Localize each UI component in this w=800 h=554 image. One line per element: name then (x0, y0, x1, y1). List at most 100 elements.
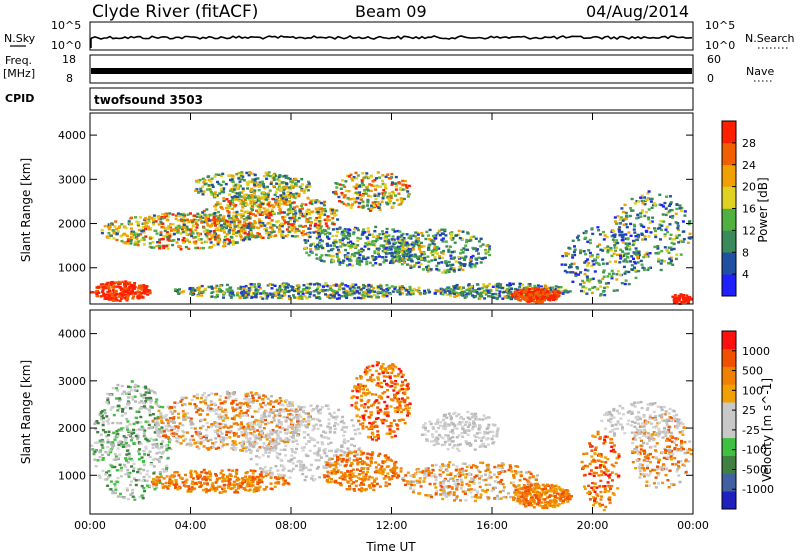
cell (333, 211, 336, 214)
cell (398, 239, 402, 242)
cell (260, 195, 264, 198)
cell (398, 230, 402, 233)
cell (305, 220, 309, 223)
cell (275, 291, 279, 294)
cell (117, 226, 121, 229)
cell (332, 296, 336, 299)
cell (245, 446, 249, 449)
cell (287, 295, 291, 298)
cell (543, 299, 546, 302)
cell (297, 194, 301, 198)
cell (220, 227, 224, 230)
cell (285, 194, 289, 197)
cell (577, 273, 581, 276)
cell (264, 294, 268, 297)
cell (347, 290, 350, 293)
cell (381, 232, 385, 236)
cell (433, 245, 437, 249)
cell (272, 230, 276, 233)
cell (158, 405, 162, 409)
cell (331, 222, 335, 225)
cell (304, 203, 308, 206)
cell (349, 245, 353, 248)
cell (113, 293, 117, 297)
cell (208, 238, 212, 241)
cell (249, 196, 253, 199)
cell (169, 229, 173, 232)
cell (128, 423, 132, 426)
cell (287, 210, 291, 214)
cell (497, 292, 501, 296)
cell (289, 431, 293, 434)
cell (428, 290, 432, 294)
cell (225, 283, 229, 287)
cell (593, 270, 597, 273)
cell (123, 296, 127, 300)
cell (450, 234, 454, 237)
freq-tick-top: 18 (62, 53, 76, 66)
cell (381, 250, 385, 253)
cell (208, 213, 212, 217)
cell (398, 287, 402, 290)
cell (242, 179, 246, 182)
cell (129, 239, 133, 242)
cell (416, 237, 420, 240)
cell (233, 225, 237, 228)
cell (138, 284, 141, 287)
cell (337, 284, 341, 287)
cell (467, 293, 471, 296)
cell (259, 234, 262, 238)
cell (646, 192, 650, 195)
cell (223, 222, 226, 225)
cell (313, 224, 317, 227)
cell (515, 295, 518, 298)
cell (244, 293, 248, 297)
cell (221, 445, 225, 448)
cell (390, 183, 394, 186)
cell (645, 255, 649, 258)
cell (376, 171, 380, 174)
cell (444, 271, 448, 274)
cell (448, 290, 452, 293)
cell (136, 421, 140, 424)
cell (210, 222, 214, 226)
cell (144, 420, 148, 423)
cell (381, 256, 384, 259)
cell (518, 294, 522, 297)
cell (625, 260, 629, 263)
cell (331, 292, 335, 295)
cell (316, 283, 320, 286)
cell (613, 235, 617, 238)
cell (375, 177, 378, 180)
cell (316, 243, 320, 246)
cell (144, 447, 148, 450)
cell (132, 469, 135, 473)
cell (399, 202, 403, 206)
cell (570, 262, 574, 266)
cell (235, 241, 239, 244)
cell (379, 237, 383, 240)
cell (126, 242, 130, 245)
cell (295, 192, 299, 195)
cell (206, 237, 210, 240)
cell (219, 188, 223, 191)
colorbar-tick-label: 24 (742, 159, 756, 172)
cell (194, 236, 198, 239)
cell (518, 289, 522, 292)
cell (232, 197, 235, 200)
cell (210, 423, 214, 426)
cell (296, 287, 300, 291)
cell (661, 213, 665, 216)
cell (532, 296, 536, 300)
cell (501, 297, 505, 300)
cell (156, 241, 160, 244)
cell (185, 431, 189, 434)
cell (225, 392, 229, 396)
cell (520, 291, 524, 294)
cell (330, 296, 334, 299)
cell (242, 218, 246, 221)
cell (303, 294, 307, 298)
cell (212, 236, 216, 239)
cell (142, 405, 146, 408)
